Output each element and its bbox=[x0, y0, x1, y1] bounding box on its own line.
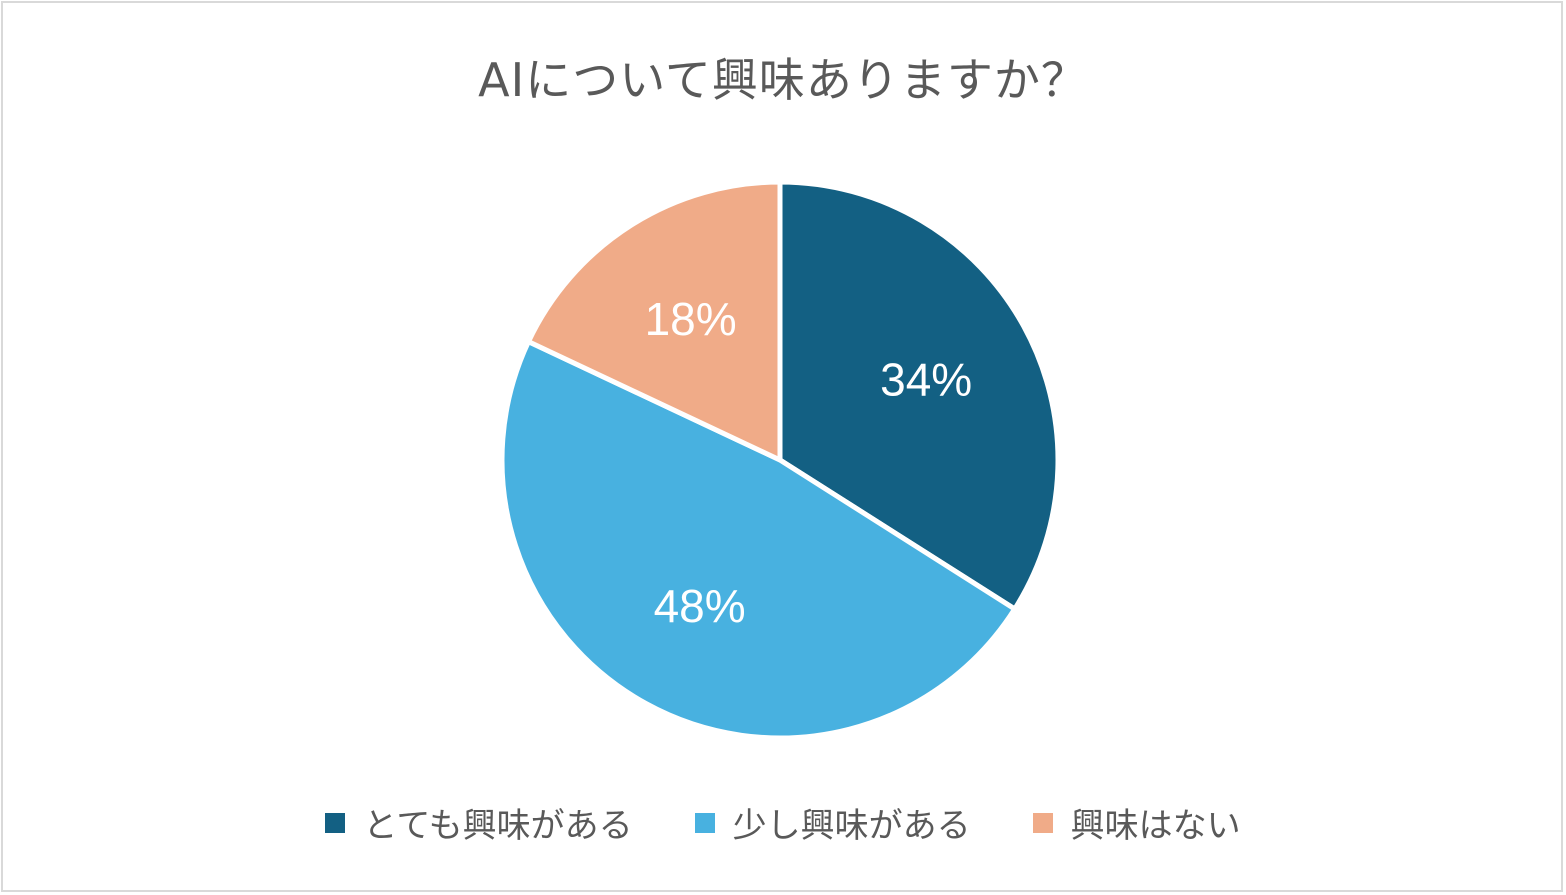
legend-swatch-somewhat-interested bbox=[694, 812, 715, 833]
legend-item-not-interested: 興味はない bbox=[1032, 798, 1241, 847]
legend-swatch-very-interested bbox=[325, 812, 346, 833]
legend-label-very-interested: とても興味がある bbox=[363, 806, 633, 846]
data-label-somewhat-interested: 48% bbox=[654, 580, 746, 632]
legend-item-very-interested: とても興味がある bbox=[325, 798, 633, 847]
legend: とても興味がある 少し興味がある 興味はない bbox=[0, 798, 1566, 847]
legend-label-somewhat-interested: 少し興味がある bbox=[732, 806, 971, 846]
pie-slice-somewhat-interested bbox=[499, 339, 1018, 741]
data-label-very-interested: 34% bbox=[880, 354, 972, 406]
legend-item-somewhat-interested: 少し興味がある bbox=[694, 798, 971, 847]
chart-title: AIについて興味ありますか？ bbox=[478, 53, 1088, 107]
pie-slice-not-interested bbox=[525, 179, 783, 463]
legend-label-not-interested: 興味はない bbox=[1070, 806, 1241, 846]
legend-swatch-not-interested bbox=[1032, 812, 1053, 833]
data-label-not-interested: 18% bbox=[645, 293, 737, 345]
